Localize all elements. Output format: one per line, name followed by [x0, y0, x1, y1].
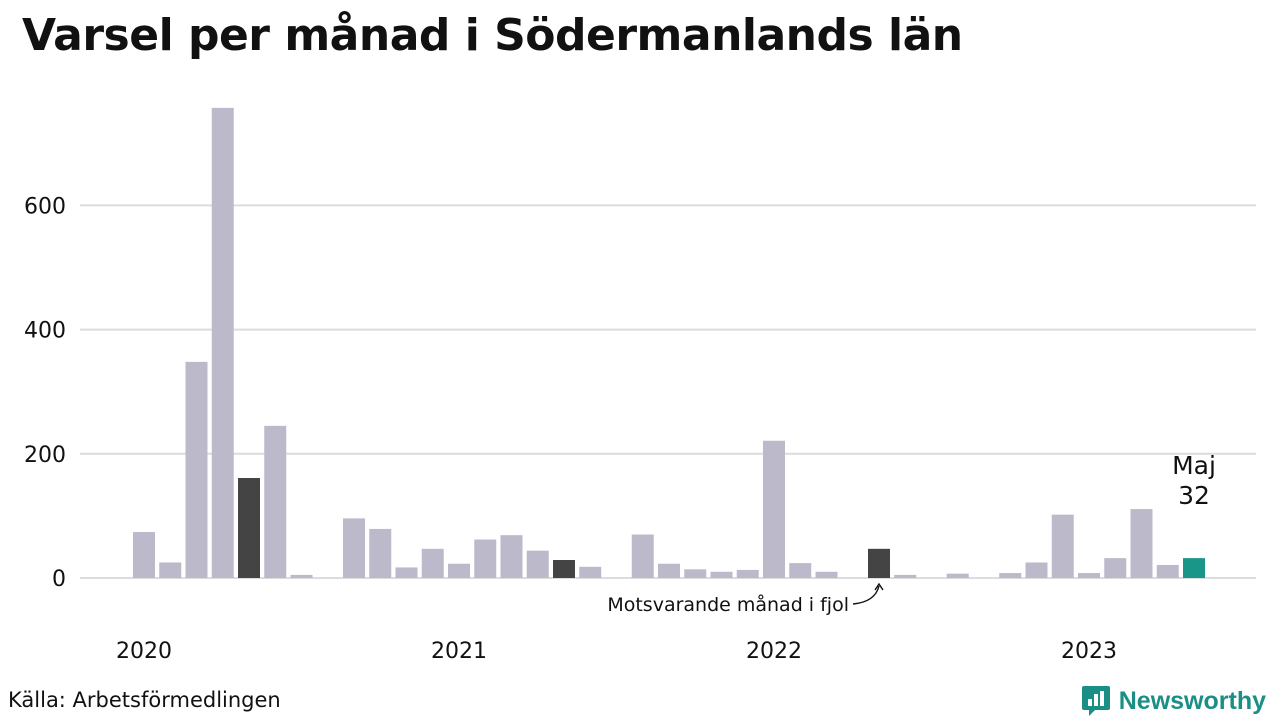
bar-2020-07 — [290, 574, 313, 578]
bar-2023-05 — [1183, 558, 1205, 578]
bar-2022-08 — [946, 573, 969, 578]
bar-2023-03 — [1130, 509, 1153, 578]
bar-2021-09 — [658, 563, 680, 578]
bar-2021-03 — [500, 535, 523, 578]
x-axis-year-labels: 2020 2021 2022 2023 — [116, 639, 1117, 664]
y-tick-label: 400 — [24, 319, 66, 344]
bar-2020-12 — [421, 548, 444, 578]
bar-2023-04 — [1156, 564, 1179, 578]
brand-logo: Newsworthy — [1081, 684, 1266, 718]
bar-2020-09 — [343, 518, 365, 578]
bar-2022-01 — [763, 440, 785, 578]
y-axis-tick-labels: 0 200 400 600 — [24, 194, 66, 592]
bar-2020-05 — [238, 478, 260, 578]
bar-2022-10 — [999, 573, 1022, 578]
bar-2021-05 — [553, 559, 575, 578]
bar-2022-02 — [789, 563, 812, 578]
newsworthy-logo-icon — [1081, 686, 1110, 716]
bar-2020-04 — [211, 107, 234, 578]
bar-2020-10 — [369, 528, 392, 578]
bar-2023-01 — [1078, 573, 1100, 578]
x-tick-label: 2022 — [746, 639, 802, 664]
bar-2022-03 — [815, 571, 838, 578]
bar-2021-04 — [526, 550, 549, 578]
x-tick-label: 2020 — [116, 639, 172, 664]
annotation-current-month: Maj — [1172, 451, 1216, 480]
bar-2020-01 — [133, 532, 155, 578]
bar-2021-06 — [579, 566, 602, 578]
x-tick-label: 2023 — [1061, 639, 1117, 664]
annotation-current-value: 32 — [1178, 481, 1210, 510]
bar-2020-11 — [395, 567, 418, 578]
bar-2022-05 — [868, 548, 890, 578]
brand-name: Newsworthy — [1118, 686, 1266, 715]
bar-2021-11 — [710, 571, 733, 578]
bar-2023-02 — [1104, 558, 1127, 578]
bar-2021-08 — [631, 534, 654, 578]
annotation-arrow — [852, 585, 880, 605]
chart-title: Varsel per månad i Södermanlands län — [22, 10, 963, 61]
annotation-previous-year: Motsvarande månad i fjol — [607, 593, 849, 616]
bars — [133, 107, 1205, 578]
bar-2022-06 — [894, 574, 917, 578]
annotation-arrowhead — [874, 582, 884, 591]
bar-2021-12 — [736, 569, 759, 578]
bar-2020-03 — [185, 361, 208, 578]
bar-2022-11 — [1025, 562, 1048, 578]
y-tick-label: 200 — [24, 443, 66, 468]
x-tick-label: 2021 — [431, 639, 487, 664]
bar-2021-01 — [448, 563, 470, 578]
bar-2020-02 — [159, 562, 182, 578]
bar-2020-06 — [264, 425, 287, 578]
y-tick-label: 0 — [52, 567, 66, 592]
y-tick-label: 600 — [24, 194, 66, 219]
bar-2021-02 — [474, 539, 497, 578]
bar-2021-10 — [684, 569, 707, 578]
source-label: Källa: Arbetsförmedlingen — [8, 688, 281, 712]
bar-2022-12 — [1051, 514, 1074, 578]
